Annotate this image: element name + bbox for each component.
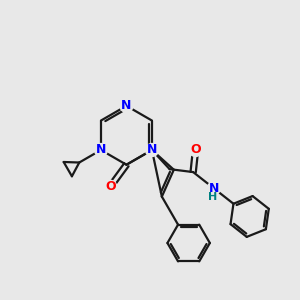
Circle shape	[120, 99, 133, 112]
Text: O: O	[105, 180, 116, 193]
Circle shape	[104, 180, 117, 193]
Text: N: N	[121, 99, 132, 112]
Text: N: N	[208, 182, 219, 195]
Circle shape	[189, 143, 202, 157]
Circle shape	[207, 182, 220, 195]
Circle shape	[94, 143, 107, 157]
Text: N: N	[147, 143, 157, 157]
Text: O: O	[190, 143, 201, 157]
Text: H: H	[208, 191, 217, 202]
Text: N: N	[96, 143, 106, 157]
Circle shape	[146, 143, 158, 157]
